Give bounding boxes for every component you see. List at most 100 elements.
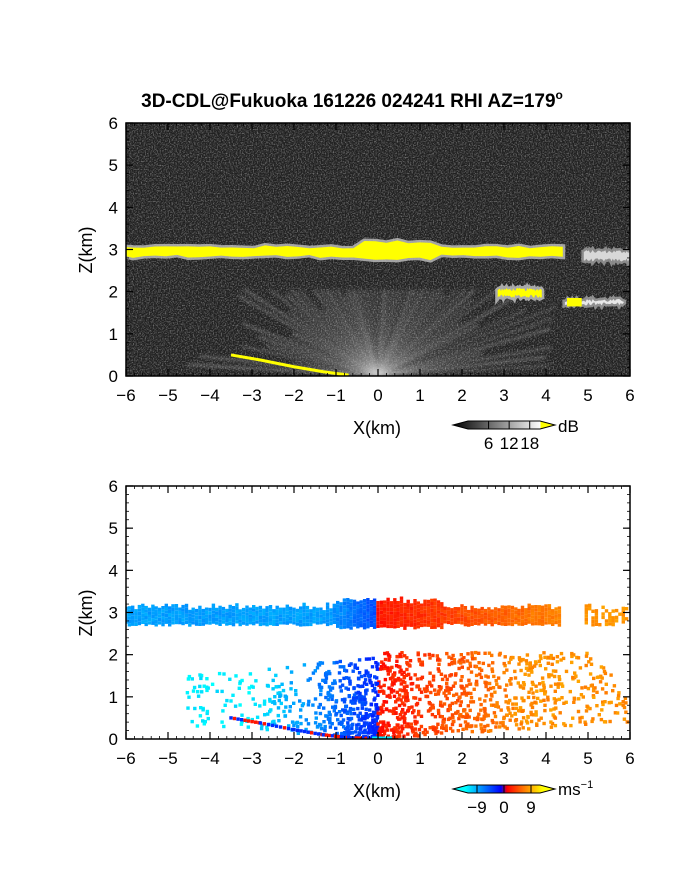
velocity-pixel	[272, 619, 276, 623]
velocity-pixel	[440, 677, 445, 682]
velocity-pixel	[369, 600, 373, 604]
velocity-pixel	[262, 622, 266, 626]
velocity-pixel	[601, 615, 605, 620]
velocity-pixel	[395, 690, 399, 694]
velocity-pixel	[392, 694, 397, 698]
velocity-pixel	[534, 710, 538, 714]
velocity-pixel	[171, 614, 175, 618]
velocity-pixel	[547, 621, 552, 625]
velocity-pixel	[387, 655, 391, 660]
velocity-pixel	[513, 669, 517, 674]
velocity-pixel	[406, 722, 410, 726]
velocity-pixel	[157, 607, 162, 612]
backscatter-fan-ray	[322, 309, 379, 376]
velocity-pixel	[361, 731, 365, 735]
velocity-pixel	[191, 621, 195, 625]
velocity-pixel	[265, 725, 269, 730]
velocity-pixel	[524, 618, 528, 622]
velocity-pixel	[258, 619, 263, 623]
velocity-pixel	[278, 611, 283, 615]
velocity-pixel	[544, 607, 548, 612]
velocity-pixel	[252, 618, 256, 622]
velocity-pixel	[450, 621, 454, 625]
velocity-pixel	[295, 615, 300, 619]
velocity-pixel	[467, 623, 471, 627]
velocity-pixel	[364, 707, 368, 711]
velocity-pixel	[406, 620, 410, 624]
velocity-pixel	[599, 717, 604, 722]
velocity-pixel	[436, 607, 441, 611]
velocity-pixel	[527, 620, 531, 624]
velocity-pixel	[490, 612, 494, 617]
velocity-pixel	[458, 658, 462, 662]
velocity-xtick-label: −1	[326, 749, 345, 768]
velocity-pixel	[379, 720, 383, 724]
velocity-pixel	[211, 613, 216, 618]
velocity-pixel	[401, 727, 405, 731]
velocity-pixel	[520, 622, 525, 626]
velocity-pixel	[306, 703, 311, 707]
backscatter-xtick-label: −4	[200, 386, 219, 405]
velocity-pixel	[412, 709, 416, 713]
backscatter-fan-ray	[377, 309, 527, 376]
velocity-pixel	[317, 682, 322, 687]
velocity-pixel	[201, 612, 205, 616]
velocity-pixel	[332, 610, 336, 614]
velocity-pixel	[543, 655, 547, 660]
velocity-pixel	[141, 603, 145, 608]
velocity-pixel	[491, 720, 495, 725]
velocity-pixel	[621, 613, 625, 617]
velocity-pixel	[275, 622, 279, 626]
velocity-pixel	[543, 708, 547, 713]
velocity-pixel	[564, 700, 568, 704]
velocity-pixel	[399, 682, 403, 686]
velocity-pixel	[400, 701, 405, 705]
velocity-pixel	[483, 724, 487, 729]
velocity-pixel	[538, 663, 542, 668]
velocity-pixel	[577, 697, 581, 701]
velocity-ytick-label: 1	[109, 688, 118, 707]
velocity-pixel	[507, 660, 511, 665]
velocity-pixel	[396, 624, 400, 628]
velocity-pixel	[623, 696, 628, 701]
velocity-pixel	[440, 619, 444, 623]
velocity-pixel	[445, 651, 449, 656]
velocity-pixel	[221, 606, 226, 611]
velocity-pixel	[295, 622, 300, 626]
velocity-pixel	[375, 681, 380, 686]
velocity-pixel	[543, 690, 548, 694]
velocity-pixel	[591, 717, 595, 721]
velocity-pixel	[393, 671, 397, 675]
velocity-pixel	[399, 599, 404, 604]
velocity-pixel	[463, 692, 468, 696]
velocity-pixel	[369, 613, 373, 617]
velocity-pixel	[131, 622, 135, 626]
velocity-pixel	[401, 708, 405, 712]
velocity-pixel	[386, 621, 390, 625]
velocity-pixel	[366, 671, 370, 675]
velocity-pixel	[587, 660, 591, 664]
backscatter-fan-ray	[290, 336, 379, 376]
velocity-pixel	[211, 610, 216, 614]
velocity-pixel	[470, 612, 474, 616]
velocity-pixel	[356, 706, 360, 711]
velocity-pixel	[470, 619, 474, 623]
velocity-pixel	[184, 617, 189, 621]
velocity-pixel	[591, 609, 595, 613]
velocity-pixel	[272, 615, 276, 620]
velocity-pixel	[383, 664, 387, 668]
backscatter-fan-ray	[238, 294, 379, 376]
velocity-pixel	[453, 610, 457, 614]
velocity-pixel	[416, 601, 420, 605]
velocity-pixel	[157, 621, 162, 625]
velocity-pixel	[534, 713, 538, 717]
velocity-pixel	[383, 677, 388, 682]
velocity-pixel	[282, 726, 287, 730]
velocity-pixel	[277, 684, 281, 689]
velocity-pixel	[248, 607, 252, 611]
velocity-pixel	[436, 600, 441, 604]
velocity-pixel	[450, 608, 454, 612]
velocity-pixel	[483, 699, 487, 703]
velocity-pixel	[458, 703, 463, 708]
velocity-pixel	[302, 616, 306, 620]
